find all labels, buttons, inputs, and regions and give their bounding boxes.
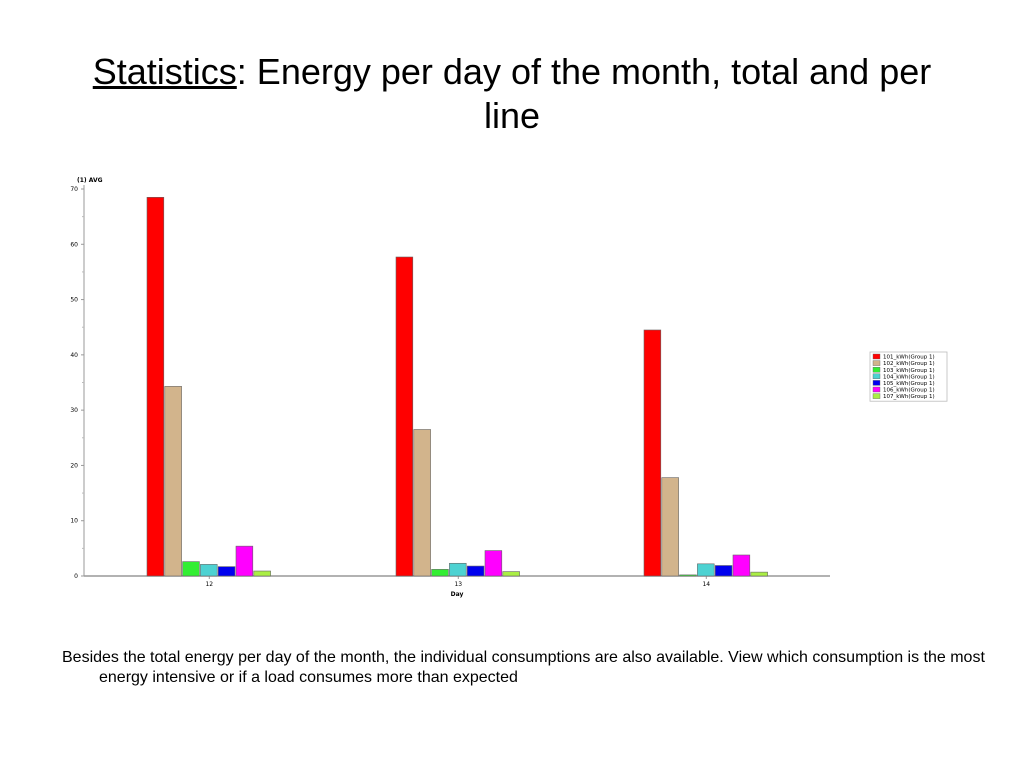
legend-swatch [872,393,881,399]
bar [697,563,715,577]
bar [502,571,520,577]
y-axis-label: (1) AVG [77,177,103,184]
y-tick-label: 0 [74,573,78,580]
legend-swatch [872,367,881,373]
slide-title: Statistics: Energy per day of the month,… [60,50,964,138]
bar [449,562,467,577]
y-tick-label: 50 [70,297,78,304]
bar [431,569,449,577]
legend-swatch [872,386,881,393]
y-tick-label: 70 [70,186,78,193]
y-tick-label: 30 [70,407,78,414]
y-tick-label: 10 [70,518,78,525]
y-tick-label: 40 [70,352,78,359]
x-tick-label: 12 [205,581,213,588]
chart-legend: 101_kWh(Group 1)102_kWh(Group 1)103_kWh(… [869,351,948,402]
bar [750,571,768,577]
chart-bars [146,196,768,577]
bar [679,574,697,577]
legend-box [869,351,948,402]
legend-swatch [872,380,881,386]
y-tick-label: 60 [70,241,78,248]
legend-label: 107_kWh(Group 1) [883,394,935,400]
legend-label: 102_kWh(Group 1) [883,361,935,367]
bar [484,550,503,577]
chart-axes: 0 10 20 30 40 50 60 70 12 13 14 [70,185,830,588]
title-keyword: Statistics [92,51,237,92]
legend-label: 101_kWh(Group 1) [883,355,935,361]
bar [395,256,414,577]
bar [164,386,182,577]
x-axis-label: Day [451,591,464,598]
bar [235,545,254,577]
bar [643,329,662,577]
legend-label: 106_kWh(Group 1) [883,388,935,394]
legend-label: 105_kWh(Group 1) [883,381,935,387]
x-tick-label: 13 [454,581,462,588]
slide-caption: Besides the total energy per day of the … [62,649,985,686]
legend-label: 103_kWh(Group 1) [883,368,935,374]
bar [182,561,200,577]
bar [253,570,271,577]
legend-label: 104_kWh(Group 1) [883,374,935,380]
y-tick-label: 20 [70,462,78,469]
bar [732,554,751,577]
title-rest: : Energy per day of the month, total and… [236,51,932,136]
bar [200,564,218,577]
legend-swatch [872,360,881,366]
bar [466,565,485,577]
bar [146,196,165,577]
x-tick-label: 14 [702,581,710,588]
bar [714,565,733,577]
bar [217,566,236,577]
bar-chart: (1) AVG Day 0 10 20 30 40 50 60 70 12 13 14 101_kW… [70,177,948,598]
bar [413,429,431,577]
legend-swatch [872,373,881,379]
bar [661,477,679,577]
legend-swatch [872,353,881,360]
